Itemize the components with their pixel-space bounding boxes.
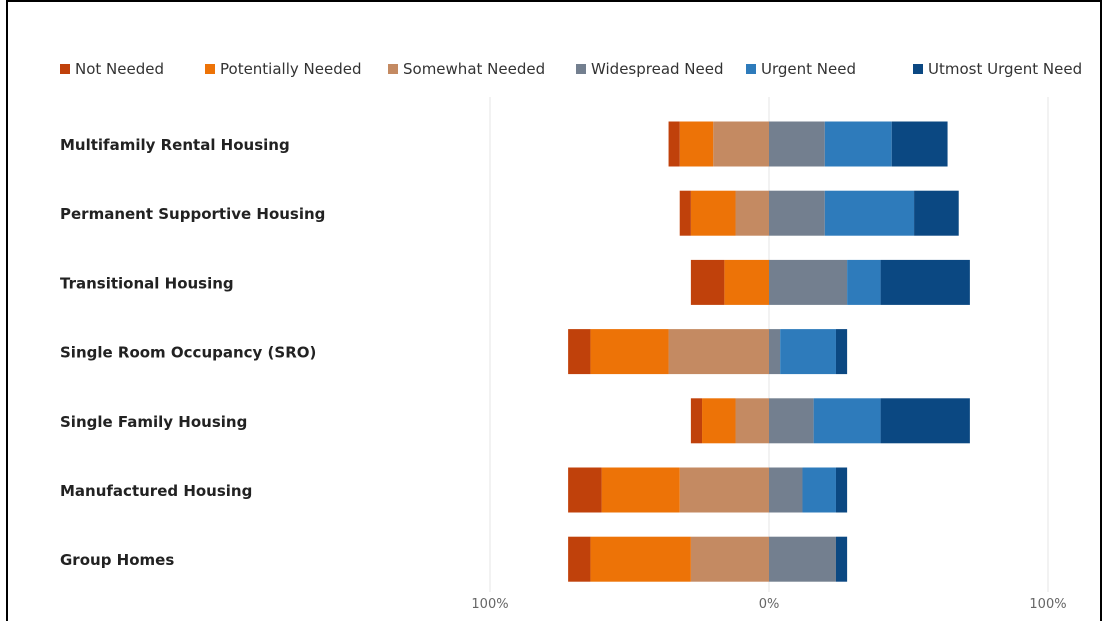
legend-swatch <box>576 64 586 74</box>
bar-segment-not-needed <box>679 190 691 236</box>
legend: Not Needed Potentially Needed Somewhat Nee… <box>60 60 1082 78</box>
legend-label: Urgent Need <box>761 60 856 78</box>
legend-swatch <box>913 64 923 74</box>
legend-swatch <box>205 64 215 74</box>
category-label: Single Room Occupancy (SRO) <box>60 344 316 362</box>
bar-segment-somewhat-needed <box>713 121 769 167</box>
bar-row-group-homes <box>568 536 848 582</box>
bar-segment-utmost-urgent-need <box>880 398 970 444</box>
bar-segment-utmost-urgent-need <box>835 467 848 513</box>
bar-segment-widespread-need <box>769 121 825 167</box>
bar-segment-urgent-need <box>824 121 892 167</box>
legend-swatch <box>746 64 756 74</box>
legend-item-utmost-urgent-need: Utmost Urgent Need <box>913 60 1082 78</box>
category-label: Multifamily Rental Housing <box>60 136 290 154</box>
legend-label: Utmost Urgent Need <box>928 60 1082 78</box>
legend-item-widespread-need: Widespread Need <box>576 60 724 78</box>
bar-row-single-room-occupancy-sro <box>568 329 848 375</box>
x-axis-ticks: 100% 0% 100% <box>471 597 1066 612</box>
bar-segment-urgent-need <box>780 329 836 375</box>
bar-segment-somewhat-needed <box>668 329 769 375</box>
legend-label: Somewhat Needed <box>403 60 545 78</box>
bar-segment-utmost-urgent-need <box>835 329 848 375</box>
bar-segment-not-needed <box>568 536 591 582</box>
bar-segment-potentially-needed <box>724 259 769 305</box>
chart: Not Needed Potentially Needed Somewhat Nee… <box>60 60 1082 612</box>
legend-label: Not Needed <box>75 60 164 78</box>
bar-segment-not-needed <box>568 467 602 513</box>
bar-segment-urgent-need <box>802 467 836 513</box>
category-label: Transitional Housing <box>60 274 234 292</box>
legend-item-not-needed: Not Needed <box>60 60 164 78</box>
bar-row-transitional-housing <box>690 259 970 305</box>
bar-segment-potentially-needed <box>679 121 714 167</box>
bar-row-permanent-supportive-housing <box>679 190 959 236</box>
bar-segment-potentially-needed <box>702 398 736 444</box>
bar-segment-utmost-urgent-need <box>914 190 959 236</box>
legend-swatch <box>60 64 70 74</box>
category-label: Group Homes <box>60 551 174 569</box>
category-labels: Multifamily Rental Housing Permanent Supp… <box>60 136 325 569</box>
x-tick-label: 0% <box>759 597 780 612</box>
bar-segment-somewhat-needed <box>690 536 769 582</box>
bar-segment-widespread-need <box>769 536 836 582</box>
legend-swatch <box>388 64 398 74</box>
legend-item-potentially-needed: Potentially Needed <box>205 60 361 78</box>
legend-label: Potentially Needed <box>220 60 361 78</box>
legend-item-urgent-need: Urgent Need <box>746 60 856 78</box>
legend-item-somewhat-needed: Somewhat Needed <box>388 60 545 78</box>
bar-segment-not-needed <box>690 398 703 444</box>
bar-segment-urgent-need <box>824 190 915 236</box>
category-label: Permanent Supportive Housing <box>60 205 325 223</box>
bar-segment-utmost-urgent-need <box>880 259 970 305</box>
bar-segment-urgent-need <box>847 259 881 305</box>
bar-segment-widespread-need <box>769 329 781 375</box>
bar-segment-widespread-need <box>769 467 803 513</box>
bar-segment-potentially-needed <box>690 190 736 236</box>
bars <box>568 121 970 582</box>
bar-segment-not-needed <box>690 259 725 305</box>
bar-segment-potentially-needed <box>601 467 680 513</box>
bar-segment-not-needed <box>568 329 591 375</box>
bar-segment-widespread-need <box>769 398 814 444</box>
legend-label: Widespread Need <box>591 60 724 78</box>
bar-segment-urgent-need <box>813 398 881 444</box>
bar-row-manufactured-housing <box>568 467 848 513</box>
bar-segment-somewhat-needed <box>679 467 769 513</box>
x-tick-label: 100% <box>471 597 508 612</box>
bar-segment-not-needed <box>668 121 680 167</box>
bar-segment-widespread-need <box>769 190 825 236</box>
bar-row-single-family-housing <box>690 398 970 444</box>
bar-segment-utmost-urgent-need <box>891 121 948 167</box>
bar-segment-potentially-needed <box>590 536 691 582</box>
category-label: Single Family Housing <box>60 413 247 431</box>
bar-row-multifamily-rental-housing <box>668 121 948 167</box>
bar-segment-potentially-needed <box>590 329 669 375</box>
chart-frame: Not Needed Potentially Needed Somewhat Nee… <box>6 0 1102 621</box>
x-tick-label: 100% <box>1029 597 1066 612</box>
bar-segment-somewhat-needed <box>735 398 769 444</box>
category-label: Manufactured Housing <box>60 482 252 500</box>
bar-segment-utmost-urgent-need <box>835 536 848 582</box>
bar-segment-widespread-need <box>769 259 848 305</box>
bar-segment-somewhat-needed <box>735 190 769 236</box>
